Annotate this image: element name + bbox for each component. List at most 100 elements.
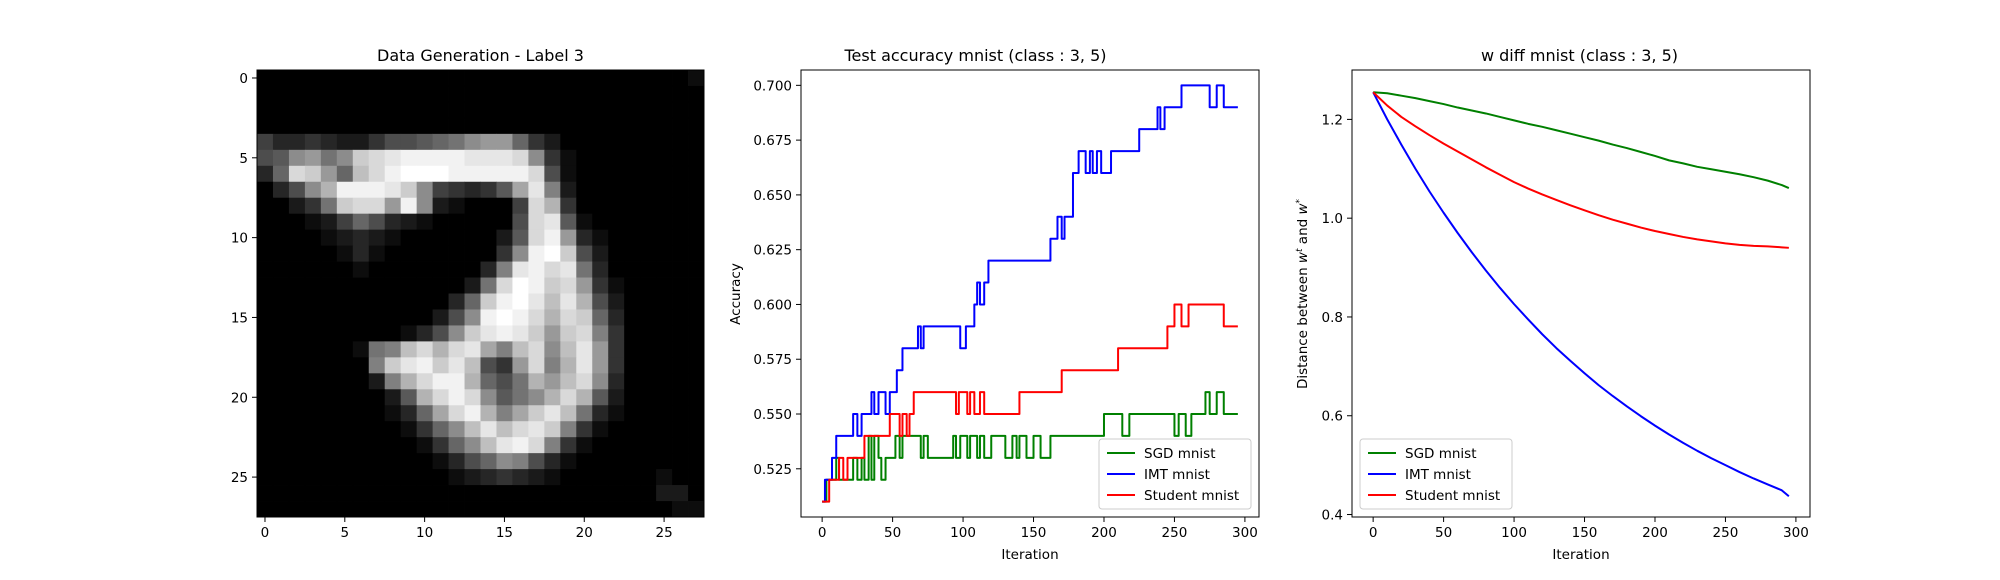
pixel [368, 70, 386, 87]
pixel [448, 501, 465, 518]
pixel [400, 309, 418, 326]
pixel [608, 181, 625, 199]
pixel [384, 293, 402, 310]
pixel [656, 485, 673, 502]
pixel [672, 437, 689, 454]
pixel [432, 181, 449, 199]
pixel [368, 101, 386, 119]
pixel [257, 117, 274, 135]
pixel [304, 341, 322, 358]
pixel [672, 277, 689, 294]
pixel [368, 341, 386, 358]
pixel [544, 117, 561, 135]
pixel [272, 341, 290, 358]
pixel [320, 309, 338, 326]
pixel [272, 309, 290, 326]
pixel [656, 309, 673, 326]
pixel [368, 485, 386, 502]
pixel [624, 325, 641, 342]
pixel [432, 245, 449, 262]
pixel [464, 437, 481, 454]
pixel [464, 70, 481, 87]
x-tick-label: 300 [1783, 525, 1809, 541]
pixel [656, 261, 673, 278]
pixel [432, 85, 449, 103]
x-tick-label: 100 [950, 525, 976, 541]
x-tick-label: 25 [655, 525, 672, 541]
pixel [320, 165, 338, 183]
y-tick-label: 15 [231, 310, 248, 326]
y-tick-label: 1.2 [1322, 112, 1343, 128]
pixel [560, 357, 577, 374]
pixel [592, 405, 609, 422]
pixel [336, 437, 354, 454]
pixel [368, 373, 386, 390]
pixel [672, 165, 689, 183]
pixel [688, 261, 705, 278]
pixel [400, 437, 418, 454]
pixel [336, 213, 354, 231]
pixel [576, 165, 593, 183]
pixel [336, 149, 354, 167]
pixel [288, 229, 306, 247]
pixel [608, 421, 625, 438]
pixel [320, 501, 338, 518]
pixel [464, 453, 481, 470]
pixel [448, 85, 465, 103]
pixel [257, 405, 274, 422]
pixel [624, 389, 641, 406]
y-tick-label: 0.675 [753, 133, 792, 149]
pixel [528, 70, 545, 87]
pixel [560, 277, 577, 294]
pixel [336, 165, 354, 183]
pixel [496, 245, 513, 262]
pixel [368, 85, 386, 103]
pixel [304, 181, 322, 199]
pixel [416, 325, 434, 342]
pixel [336, 229, 354, 247]
pixel [672, 309, 689, 326]
x-tick-label: 15 [496, 525, 513, 541]
pixel [448, 373, 465, 390]
pixel [416, 501, 434, 518]
pixel [640, 437, 657, 454]
pixel [608, 501, 625, 518]
pixel [592, 341, 609, 358]
pixel [560, 197, 577, 215]
pixel [544, 485, 561, 502]
pixel [576, 229, 593, 247]
pixel [416, 197, 434, 215]
pixel [560, 213, 577, 231]
pixel [416, 421, 434, 438]
pixel [384, 85, 402, 103]
x-tick-label: 50 [1435, 525, 1452, 541]
y-tick-label: 0.650 [753, 188, 792, 204]
pixel [688, 133, 705, 151]
pixel [656, 133, 673, 151]
pixel [352, 149, 370, 167]
pixel [608, 485, 625, 502]
pixel [544, 149, 561, 167]
pixel [288, 277, 306, 294]
pixel [656, 293, 673, 310]
pixel [640, 213, 657, 231]
pixel [656, 341, 673, 358]
pixel [448, 133, 465, 151]
pixel [624, 357, 641, 374]
pixel [688, 85, 705, 103]
pixel [416, 405, 434, 422]
pixel [656, 437, 673, 454]
pixel [336, 357, 354, 374]
pixel [656, 117, 673, 135]
pixel [592, 421, 609, 438]
pixel [448, 149, 465, 167]
pixel [592, 309, 609, 326]
pixel [480, 453, 497, 470]
pixel [464, 245, 481, 262]
pixel [592, 261, 609, 278]
pixel [512, 469, 529, 486]
pixel [257, 149, 274, 167]
pixel [384, 117, 402, 135]
pixel [257, 469, 274, 486]
pixel [272, 373, 290, 390]
